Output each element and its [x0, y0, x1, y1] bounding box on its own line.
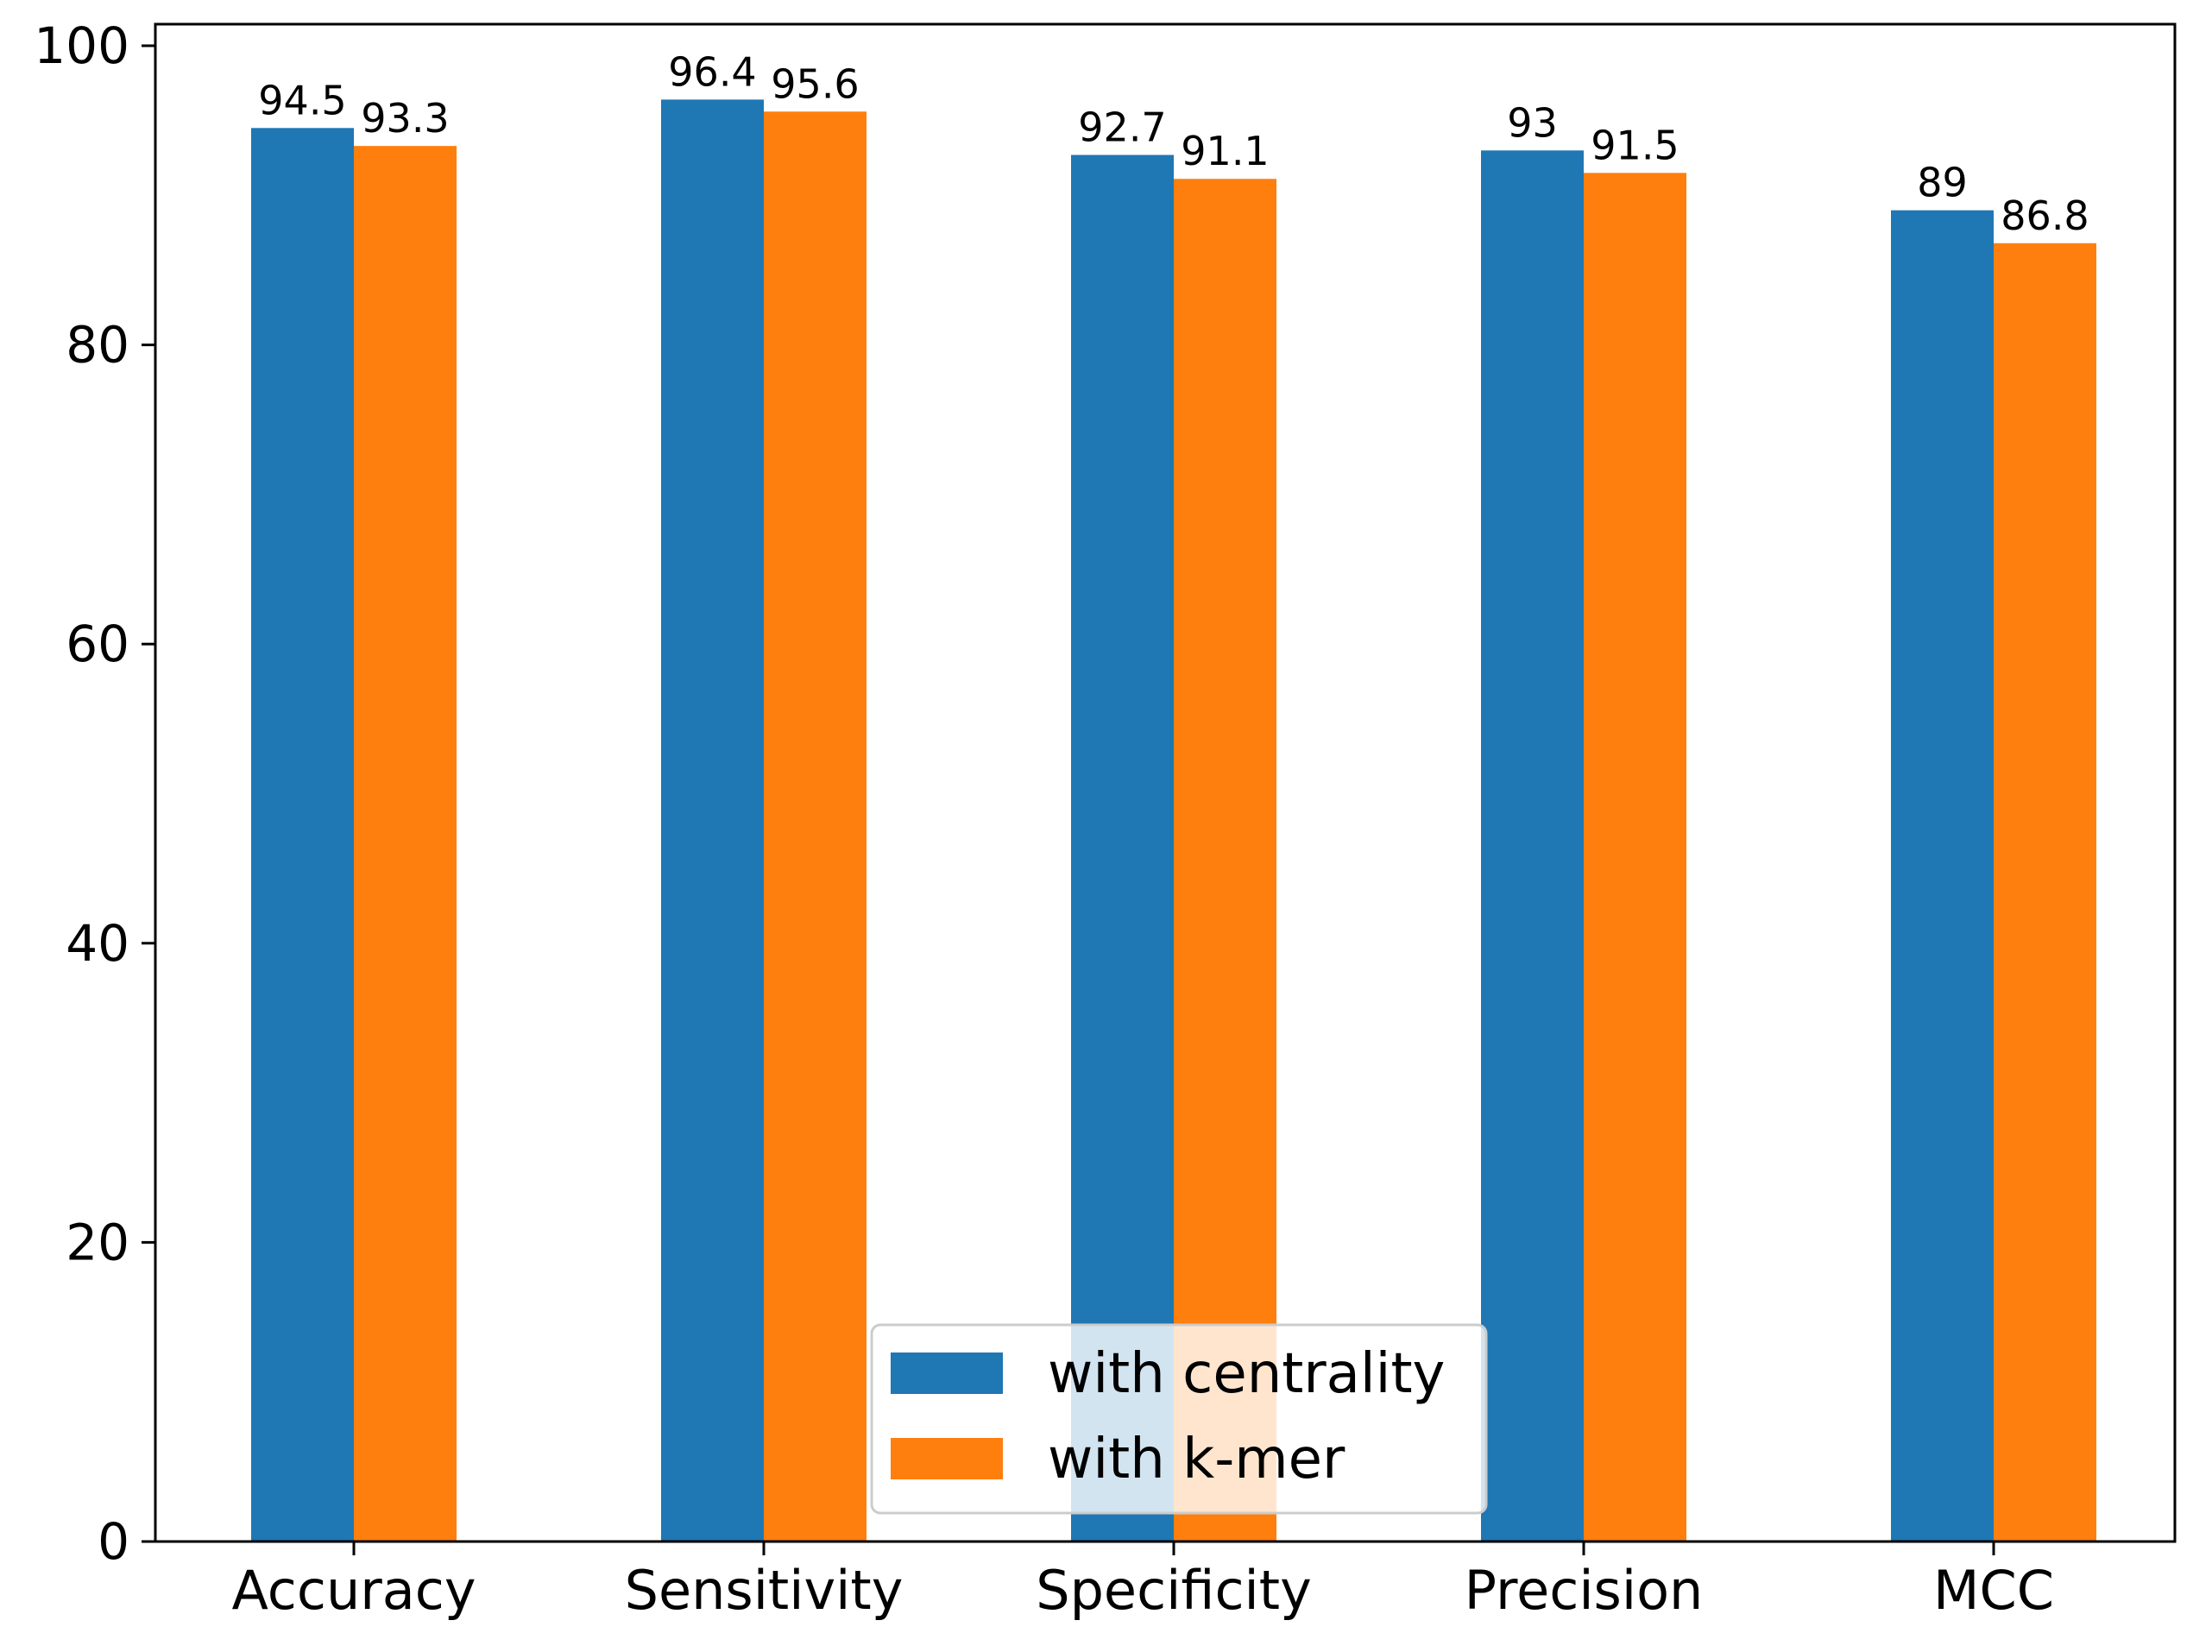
x-tick-label-precision: Precision	[1465, 1559, 1704, 1622]
legend-label-with-centrality: with centrality	[1048, 1342, 1445, 1406]
y-tick-label: 40	[66, 914, 129, 973]
legend-swatch-with-centrality	[891, 1352, 1003, 1394]
y-axis-ticks: 0 20 40 60 80 100	[34, 16, 155, 1571]
axes	[154, 22, 2177, 1543]
bar-with-centrality-mcc	[1891, 210, 1994, 1542]
data-label-with-centrality-sensitivity: 96.4	[668, 48, 756, 95]
data-label-with-centrality-precision: 93	[1507, 99, 1558, 146]
y-tick-label: 80	[66, 316, 129, 375]
bar-with-k-mer-precision	[1584, 173, 1686, 1542]
legend-swatch-with-k-mer	[891, 1438, 1003, 1479]
x-axis-ticks: Accuracy Sensitivity Specificity Precision M…	[231, 1542, 2054, 1622]
x-tick-label-accuracy: Accuracy	[231, 1559, 476, 1622]
plot-frame	[154, 22, 2177, 1543]
bar-with-centrality-specificity	[1071, 154, 1174, 1542]
data-label-with-centrality-accuracy: 94.5	[258, 77, 346, 123]
data-label-with-centrality-mcc: 89	[1917, 160, 1968, 206]
bars-layer	[251, 99, 2096, 1542]
x-tick-label-specificity: Specificity	[1036, 1559, 1312, 1622]
data-label-with-k-mer-precision: 91.5	[1591, 122, 1679, 168]
data-labels-layer: 94.5 96.4 92.7 93 89 93.3 95.6 91.1 91.5 86.8	[258, 48, 2089, 238]
legend-label-with-k-mer: with k-mer	[1048, 1428, 1345, 1491]
data-label-with-centrality-specificity: 92.7	[1078, 104, 1166, 151]
bar-with-centrality-sensitivity	[661, 99, 764, 1542]
bar-with-k-mer-specificity	[1174, 179, 1276, 1542]
y-tick-label: 20	[66, 1213, 129, 1271]
data-label-with-k-mer-accuracy: 93.3	[361, 95, 449, 142]
x-tick-label-mcc: MCC	[1933, 1559, 2054, 1622]
bar-with-k-mer-sensitivity	[764, 111, 867, 1542]
y-tick-label: 0	[98, 1512, 129, 1571]
bar-with-centrality-precision	[1481, 150, 1584, 1542]
bar-with-k-mer-accuracy	[354, 146, 457, 1542]
x-tick-label-sensitivity: Sensitivity	[625, 1559, 904, 1622]
data-label-with-k-mer-specificity: 91.1	[1181, 128, 1269, 174]
legend: with centrality with k-mer	[870, 1323, 1488, 1515]
bar-with-k-mer-mcc	[1994, 243, 2096, 1542]
data-label-with-k-mer-mcc: 86.8	[2001, 192, 2089, 239]
y-tick-label: 60	[66, 615, 129, 673]
bar-with-centrality-accuracy	[251, 128, 354, 1542]
data-label-with-k-mer-sensitivity: 95.6	[771, 60, 859, 107]
legend-box	[870, 1323, 1488, 1515]
y-tick-label: 100	[34, 16, 129, 75]
